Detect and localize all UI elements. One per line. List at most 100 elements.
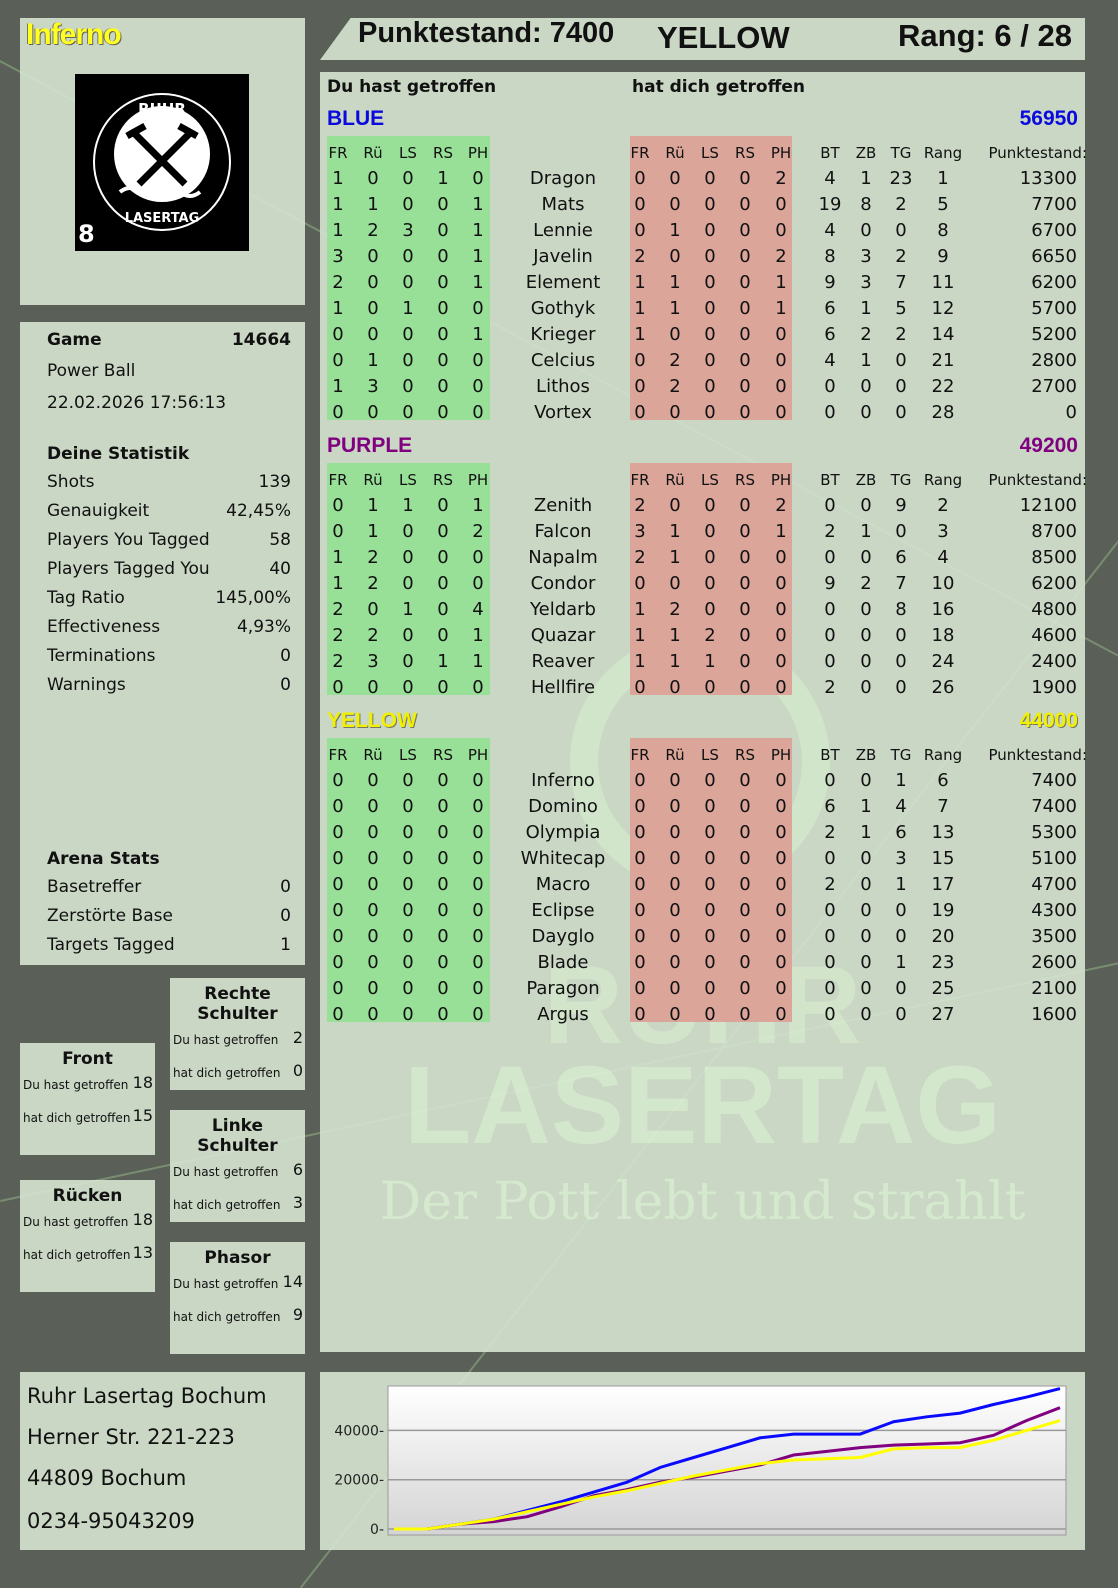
you-hit-cell: 1 — [367, 521, 379, 542]
column-header: FR — [328, 746, 348, 764]
column-header: LS — [399, 144, 417, 162]
you-hit-cell: 1 — [367, 495, 379, 516]
hit-you-cell: 0 — [704, 978, 716, 999]
stat-cell: 4 — [824, 220, 836, 241]
stat-cell: 1 — [860, 298, 872, 319]
you-hit-cell: 2 — [367, 573, 379, 594]
stat-label: Players You Tagged — [47, 530, 210, 550]
you-hit-cell: 1 — [472, 194, 484, 215]
player-name-cell: Reaver — [531, 651, 595, 672]
stat-cell: 6 — [895, 547, 907, 568]
watermark-slogan: Der Pott lebt und strahlt — [379, 1172, 1026, 1232]
hit-you-cell: 0 — [704, 220, 716, 241]
stat-cell: 0 — [824, 402, 836, 423]
you-hit-cell: 0 — [402, 573, 414, 594]
hit-you-cell: 0 — [704, 246, 716, 267]
stat-cell: 23 — [931, 952, 955, 973]
hit-you-cell: 1 — [669, 651, 681, 672]
column-header: FR — [630, 746, 650, 764]
hit-you-cell: 0 — [704, 796, 716, 817]
hit-you-cell: 0 — [634, 376, 646, 397]
player-name-cell: Whitecap — [520, 848, 606, 869]
you-hit-cell: 0 — [472, 547, 484, 568]
you-hit-cell: 2 — [332, 599, 344, 620]
you-hit-cell: 3 — [402, 220, 414, 241]
column-header: RS — [735, 471, 755, 489]
stat-cell: 0 — [824, 599, 836, 620]
stat-cell: 2 — [860, 324, 872, 345]
hit-you-cell: 0 — [775, 625, 787, 646]
you-hit-cell: 1 — [402, 599, 414, 620]
stat-cell: 0 — [860, 1004, 872, 1025]
player-score-cell: 6200 — [1031, 272, 1077, 293]
you-hit-cell: 0 — [437, 677, 449, 698]
player-name-cell: Vortex — [534, 402, 592, 423]
player-score-cell: 7700 — [1031, 194, 1077, 215]
stat-row: Warnings 0 — [47, 675, 291, 695]
stat-cell: 19 — [931, 900, 955, 921]
hit-you-cell: 0 — [669, 770, 681, 791]
arena-row: Zerstörte Base 0 — [47, 906, 291, 926]
stat-cell: 0 — [860, 978, 872, 999]
hit-you-cell: 0 — [704, 350, 716, 371]
column-header: Rü — [363, 144, 383, 162]
hit-you-cell: 0 — [704, 822, 716, 843]
you-hit-cell: 0 — [367, 402, 379, 423]
stat-cell: 1 — [895, 952, 907, 973]
stat-cell: 21 — [931, 350, 955, 371]
player-score-cell: 4800 — [1031, 599, 1077, 620]
you-hit-cell: 1 — [332, 547, 344, 568]
stat-cell: 0 — [824, 651, 836, 672]
hit-you-cell: 1 — [634, 324, 646, 345]
you-hit-cell: 0 — [437, 272, 449, 293]
column-header: TG — [890, 471, 912, 489]
hit-you-cell: 0 — [704, 324, 716, 345]
zone-hit-you-value: 9 — [292, 1305, 303, 1324]
column-header: RS — [433, 746, 453, 764]
you-hit-cell: 0 — [332, 402, 344, 423]
zone-you-hit: Du hast getroffen 14 — [170, 1272, 305, 1291]
hit-you-cell: 0 — [775, 770, 787, 791]
you-hit-cell: 0 — [472, 1004, 484, 1025]
stat-cell: 0 — [895, 521, 907, 542]
hit-you-cell: 0 — [669, 402, 681, 423]
stat-cell: 3 — [860, 272, 872, 293]
zone-hit-you-value: 3 — [292, 1193, 303, 1212]
zone-hit-you: hat dich getroffen 13 — [20, 1243, 155, 1262]
you-hit-cell: 0 — [437, 926, 449, 947]
hit-you-cell: 2 — [775, 246, 787, 267]
zone-you-hit: Du hast getroffen 6 — [170, 1160, 305, 1179]
column-header: Rü — [665, 471, 685, 489]
you-hit-cell: 0 — [472, 952, 484, 973]
stat-cell: 0 — [895, 220, 907, 241]
hit-you-cell: 0 — [634, 952, 646, 973]
zone-title: Linke Schulter — [197, 1116, 278, 1156]
stat-cell: 0 — [860, 926, 872, 947]
hit-you-cell: 0 — [739, 168, 751, 189]
player-score-cell: 2800 — [1031, 350, 1077, 371]
stat-cell: 0 — [824, 900, 836, 921]
you-hit-cell: 0 — [402, 848, 414, 869]
column-header: ZB — [855, 144, 877, 162]
player-name-cell: Hellfire — [530, 677, 596, 698]
hit-you-cell: 0 — [739, 194, 751, 215]
column-header: LS — [701, 471, 719, 489]
column-header: PH — [467, 746, 489, 764]
zone-hit-you-value: 15 — [132, 1106, 153, 1125]
hit-you-cell: 0 — [775, 874, 787, 895]
hit-you-cell: 2 — [704, 625, 716, 646]
hit-you-cell: 2 — [634, 495, 646, 516]
you-hit-cell: 0 — [437, 246, 449, 267]
hit-you-cell: 0 — [739, 547, 751, 568]
you-hit-cell: 0 — [402, 1004, 414, 1025]
stat-cell: 9 — [937, 246, 949, 267]
player-name-cell: Javelin — [533, 246, 593, 267]
you-hit-cell: 0 — [437, 625, 449, 646]
player-name-cell: Argus — [537, 1004, 589, 1025]
y-tick-label: 20000- — [334, 1473, 384, 1489]
zone-hit-you-label: hat dich getroffen — [173, 1310, 281, 1324]
player-score-cell: 13300 — [1019, 168, 1077, 189]
hit-you-cell: 3 — [634, 521, 646, 542]
you-hit-cell: 2 — [332, 651, 344, 672]
stats-title: Deine Statistik — [47, 444, 190, 464]
